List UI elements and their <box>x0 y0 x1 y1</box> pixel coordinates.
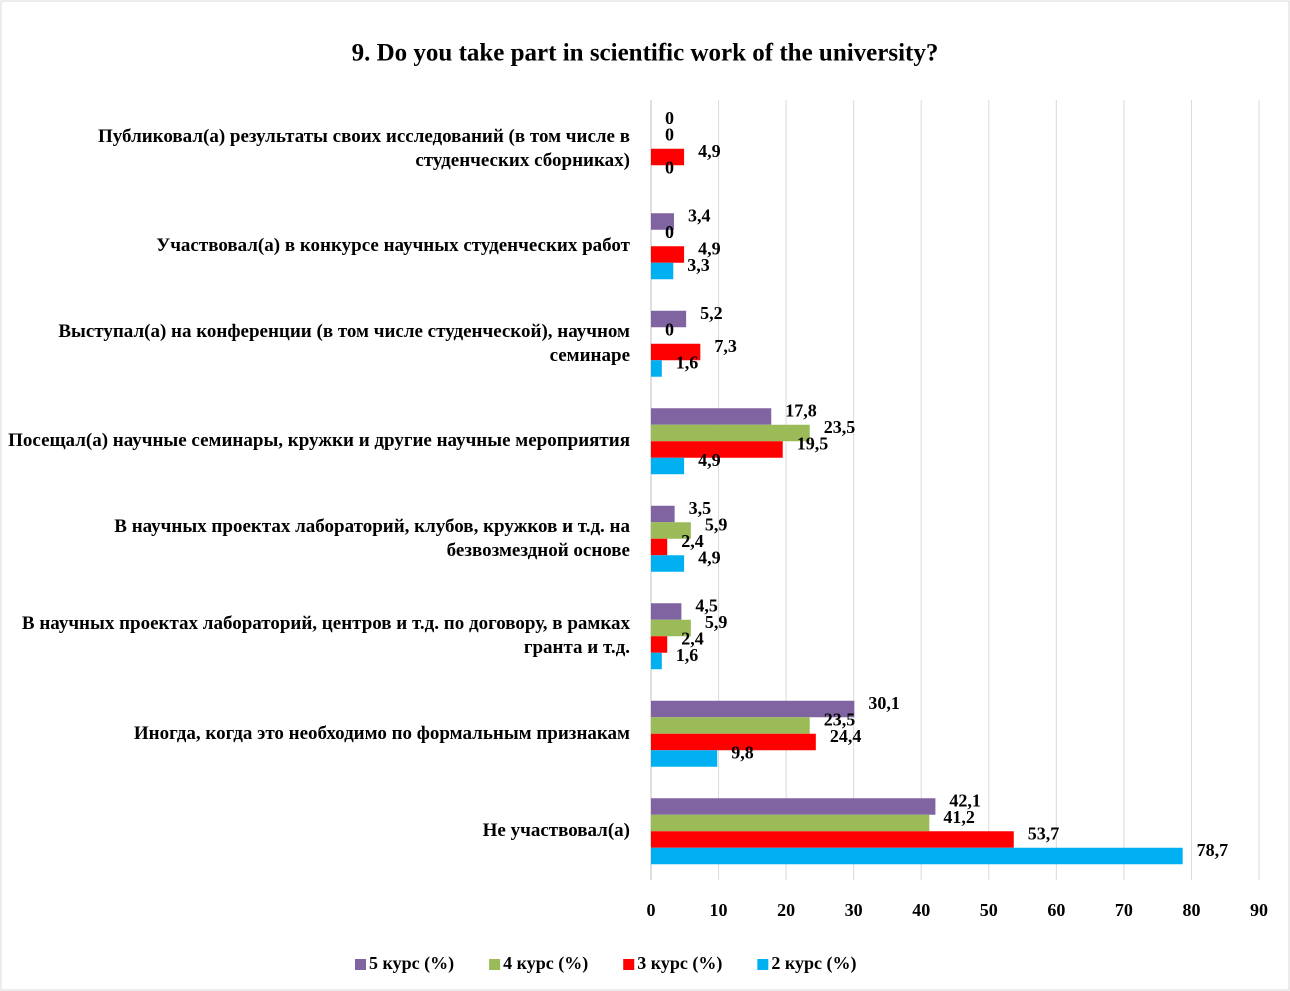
data-label: 3,5 <box>689 498 712 518</box>
legend-swatch <box>355 959 366 970</box>
x-tick-label: 50 <box>980 900 998 920</box>
data-label: 41,2 <box>943 807 975 827</box>
data-label: 2,4 <box>681 531 704 551</box>
y-tick-label: Выступал(а) на конференции (в том числе … <box>58 320 630 366</box>
x-tick-label: 20 <box>777 900 795 920</box>
x-tick-label: 90 <box>1250 900 1268 920</box>
data-label: 5,9 <box>705 515 728 535</box>
bar <box>651 652 662 670</box>
bar <box>651 798 936 815</box>
y-tick-label: Иногда, когда это необходимо по формальн… <box>133 722 630 744</box>
chart-title: 9. Do you take part in scientific work o… <box>352 40 939 67</box>
bar <box>651 814 930 832</box>
bar <box>651 148 685 166</box>
bar <box>651 360 662 377</box>
data-label: 19,5 <box>797 434 829 454</box>
bar <box>651 505 675 523</box>
legend-label: 4 курс (%) <box>503 953 588 974</box>
bar <box>651 424 810 442</box>
bar <box>651 522 691 539</box>
legend-swatch <box>623 959 635 970</box>
data-label: 3,3 <box>687 255 710 275</box>
data-label: 5,2 <box>700 303 723 323</box>
y-tick-label: В научных проектах лабораторий, клубов, … <box>114 515 630 561</box>
bar <box>651 619 691 637</box>
legend-label: 2 курс (%) <box>771 953 856 974</box>
y-tick-label: Публиковал(а) результаты своих исследова… <box>98 125 630 171</box>
x-tick-label: 70 <box>1115 900 1133 920</box>
data-label: 23,5 <box>824 710 856 730</box>
data-label: 7,3 <box>714 336 737 356</box>
data-label: 23,5 <box>824 417 856 437</box>
data-label: 4,9 <box>698 141 721 161</box>
bar <box>651 538 668 556</box>
x-tick-label: 10 <box>710 900 728 920</box>
data-label: 42,1 <box>949 791 981 811</box>
data-label: 0 <box>665 222 674 242</box>
data-label: 30,1 <box>868 693 900 713</box>
data-label: 4,9 <box>698 548 721 568</box>
y-tick-label: Участвовал(а) в конкурсе научных студенч… <box>156 235 630 257</box>
bar <box>651 457 685 475</box>
bar <box>651 555 685 572</box>
data-label: 0 <box>665 125 674 145</box>
bar <box>651 213 674 230</box>
legend-swatch <box>757 959 769 970</box>
bar <box>651 246 685 263</box>
x-tick-label: 40 <box>912 900 930 920</box>
x-tick-label: 0 <box>647 900 656 920</box>
x-tick-label: 80 <box>1182 900 1200 920</box>
data-label: 0 <box>665 158 674 178</box>
bar <box>651 831 1014 848</box>
data-label: 53,7 <box>1028 824 1060 844</box>
data-label: 1,6 <box>676 645 699 665</box>
data-label: 0 <box>665 108 674 128</box>
bar <box>651 700 855 718</box>
data-label: 4,9 <box>698 450 721 470</box>
y-tick-label: В научных проектах лабораторий, центров … <box>21 613 630 659</box>
bar <box>651 343 701 361</box>
bar <box>651 750 718 767</box>
bar <box>651 733 816 751</box>
data-label: 1,6 <box>676 353 699 373</box>
data-label: 2,4 <box>681 629 704 649</box>
data-label: 4,5 <box>695 596 718 616</box>
bar <box>651 717 810 734</box>
x-tick-label: 30 <box>845 900 863 920</box>
bar <box>651 603 682 620</box>
y-tick-label: Посещал(а) научные семинары, кружки и др… <box>8 430 630 452</box>
bar <box>651 310 687 328</box>
data-label: 24,4 <box>830 726 862 746</box>
legend-label: 3 курс (%) <box>637 953 722 974</box>
data-label: 78,7 <box>1197 840 1229 860</box>
bar <box>651 847 1183 865</box>
data-label: 9,8 <box>731 743 754 763</box>
data-label: 3,4 <box>688 206 711 226</box>
data-label: 4,9 <box>698 239 721 259</box>
y-tick-label: Не участвовал(а) <box>482 820 630 842</box>
data-label: 0 <box>665 320 674 340</box>
bar <box>651 262 674 280</box>
data-label: 5,9 <box>705 612 728 632</box>
legend-swatch <box>489 959 501 970</box>
bar <box>651 408 772 425</box>
bar <box>651 441 783 458</box>
bar <box>651 636 668 653</box>
legend-label: 5 курс (%) <box>369 953 454 974</box>
data-label: 17,8 <box>785 401 817 421</box>
x-tick-label: 60 <box>1047 900 1065 920</box>
